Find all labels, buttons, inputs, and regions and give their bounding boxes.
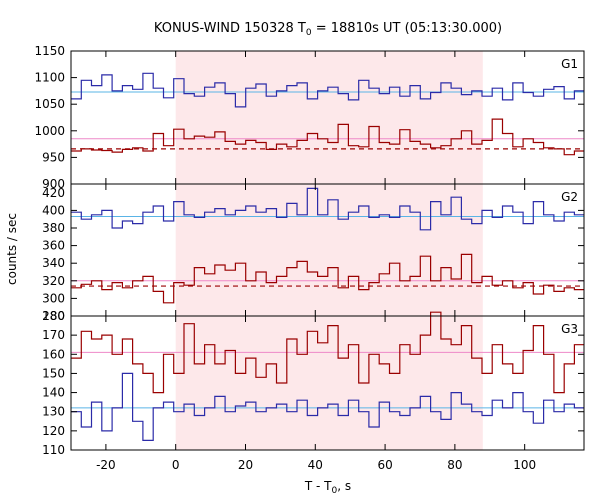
y-tick-label-g2: 380 (42, 221, 65, 235)
y-tick-label-g3: 140 (42, 386, 65, 400)
y-tick-label-g1: 900 (42, 177, 65, 191)
y-tick-label-g2: 320 (42, 274, 65, 288)
series-g2-blue (71, 187, 584, 231)
series-g3-red (71, 311, 584, 394)
y-tick-label-g3: 130 (42, 405, 65, 419)
y-tick-label-g2: 420 (42, 186, 65, 200)
x-tick-label: 40 (308, 458, 323, 472)
x-axis-label: T - T0, s (304, 479, 351, 496)
y-tick-label-g1: 1150 (34, 44, 65, 58)
y-tick-label-g1: 1050 (34, 97, 65, 111)
y-tick-label-g3: 120 (42, 424, 65, 438)
x-tick-label: 80 (447, 458, 462, 472)
y-tick-label-g2: 340 (42, 256, 65, 270)
x-tick-label: 20 (238, 458, 253, 472)
panel-label-g3: G3 (561, 322, 578, 336)
chart-title: KONUS-WIND 150328 T0 = 18810s UT (05:13:… (154, 21, 502, 38)
y-tick-label-g2: 400 (42, 203, 65, 217)
x-tick-label: 100 (513, 458, 536, 472)
series-g2-red (71, 253, 584, 304)
y-tick-label-g2: 280 (42, 309, 65, 323)
y-tick-label-g3: 110 (42, 443, 65, 457)
series-g1-red (71, 118, 584, 156)
x-tick-label: -20 (96, 458, 116, 472)
panel-label-g1: G1 (561, 57, 578, 71)
y-tick-label-g1: 1100 (34, 71, 65, 85)
shaded-interval-g2 (175, 184, 483, 316)
y-tick-label-g1: 950 (42, 150, 65, 164)
y-tick-label-g3: 180 (42, 309, 65, 323)
panel-label-g2: G2 (561, 190, 578, 204)
x-tick-label: 60 (377, 458, 392, 472)
y-tick-label-g2: 300 (42, 291, 65, 305)
y-tick-label-g2: 360 (42, 239, 65, 253)
y-tick-label-g3: 170 (42, 328, 65, 342)
series-g1-blue (71, 72, 584, 108)
x-tick-label: 0 (172, 458, 180, 472)
shaded-interval-g3 (175, 316, 483, 450)
y-axis-label: counts / sec (5, 213, 19, 285)
y-tick-label-g3: 160 (42, 347, 65, 361)
panel-frame-g3 (70, 315, 585, 451)
shaded-interval-g1 (175, 51, 483, 184)
y-tick-label-g3: 150 (42, 366, 65, 380)
series-g3-blue (71, 372, 584, 441)
y-tick-label-g1: 1000 (34, 124, 65, 138)
